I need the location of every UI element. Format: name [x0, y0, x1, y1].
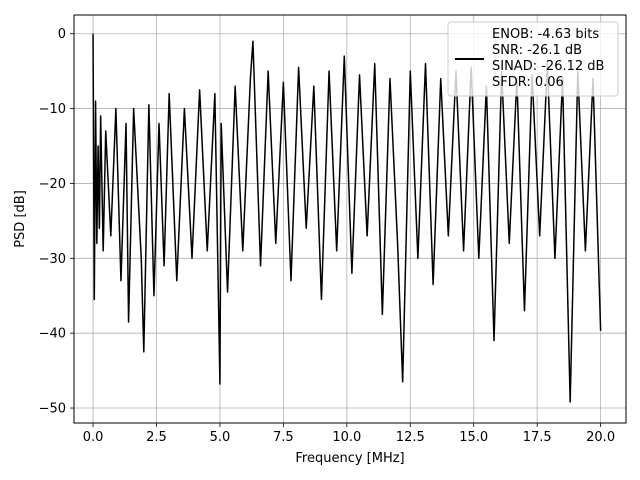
x-tick-label: 5.0: [210, 430, 231, 445]
legend-box: [447, 21, 619, 97]
x-tick-label: 20.0: [586, 430, 615, 445]
x-tick-label: 2.5: [146, 430, 167, 445]
x-tick-label: 10.0: [332, 430, 361, 445]
x-axis-label: Frequency [MHz]: [295, 451, 404, 466]
psd-series-line: [92, 33, 602, 403]
y-tick-label: −40: [39, 327, 66, 342]
x-tick-label: 17.5: [523, 430, 552, 445]
axes-frame: [73, 14, 627, 424]
legend-sfdr: SFDR: 0.06: [492, 75, 564, 90]
x-tick-label: 15.0: [459, 430, 488, 445]
x-tick-label: 0.0: [83, 430, 104, 445]
x-tick-label: 12.5: [396, 430, 425, 445]
ticks: 0.0 2.5 5.0 7.5 10.0 12.5 15.0 17.5 20.0 0 −10 −20 −…: [39, 27, 616, 445]
series-layer: [92, 33, 602, 403]
x-tick-label: 7.5: [273, 430, 294, 445]
legend-enob: ENOB: -4.63 bits: [492, 27, 599, 42]
y-tick-label: −10: [39, 102, 66, 117]
legend-snr: SNR: -26.1 dB: [492, 43, 582, 58]
legend: ENOB: -4.63 bits SNR: -26.1 dB SINAD: -2…: [447, 21, 619, 97]
y-tick-label: −50: [39, 402, 66, 417]
y-tick-label: −30: [39, 252, 66, 267]
y-tick-label: 0: [58, 27, 66, 42]
y-tick-label: −20: [39, 177, 66, 192]
legend-sinad: SINAD: -26.12 dB: [492, 59, 604, 74]
y-axis-label: PSD [dB]: [13, 190, 28, 248]
